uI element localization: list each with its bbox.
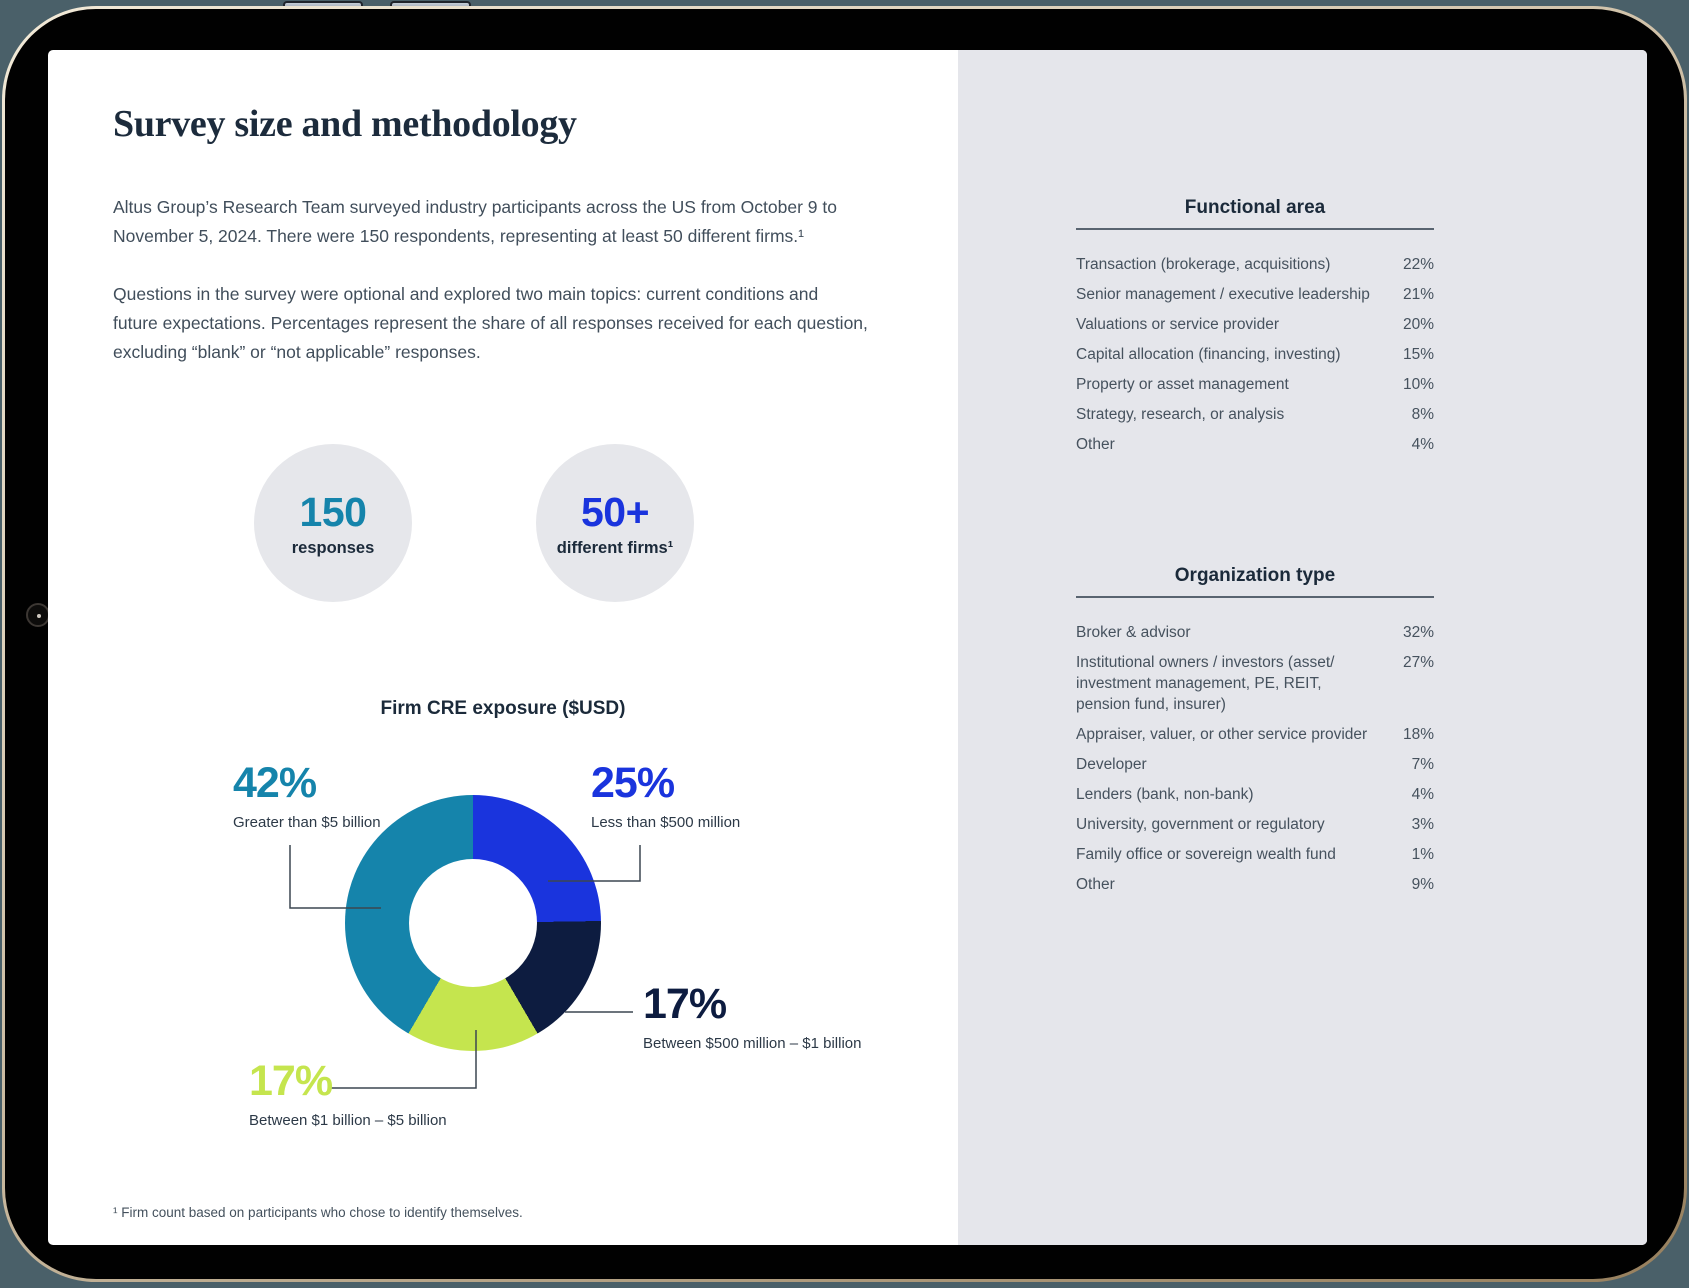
tablet-bezel: Survey size and methodology Altus Group’… xyxy=(5,9,1684,1279)
callout-label: Greater than $5 billion xyxy=(233,814,381,831)
table-row: Developer 7% xyxy=(1076,749,1434,779)
row-value: 4% xyxy=(1411,435,1434,453)
table-row: University, government or regulatory 3% xyxy=(1076,809,1434,839)
row-value: 27% xyxy=(1402,653,1434,671)
document-page: Survey size and methodology Altus Group’… xyxy=(48,50,1647,1245)
table-row: Other 9% xyxy=(1076,869,1434,899)
front-camera xyxy=(26,603,50,627)
callout-label: Between $500 million – $1 billion xyxy=(643,1035,862,1052)
table-row: Valuations or service provider 20% xyxy=(1076,309,1434,339)
callout-500m-1b: 17% Between $500 million – $1 billion xyxy=(643,980,862,1053)
table-row: Broker & advisor 32% xyxy=(1076,617,1434,647)
table-row: Senior management / executive leadership… xyxy=(1076,279,1434,309)
table-row: Family office or sovereign wealth fund 1… xyxy=(1076,839,1434,869)
stat-label: responses xyxy=(291,538,375,557)
row-label: Other xyxy=(1076,875,1115,893)
table-heading: Functional area xyxy=(1184,197,1326,218)
table-row: Transaction (brokerage, acquisitions) 22… xyxy=(1076,249,1434,279)
functional-area-table: Functional area Transaction (brokerage, … xyxy=(1076,197,1434,459)
callout-label: Less than $500 million xyxy=(591,814,741,831)
intro-paragraph-2: Questions in the survey were optional an… xyxy=(113,284,868,362)
row-label: Senior management / executive leadership xyxy=(1076,285,1370,303)
organization-type-table: Organization type Broker & advisor 32% I… xyxy=(1076,565,1434,899)
table-row: Lenders (bank, non-bank) 4% xyxy=(1076,779,1434,809)
sidebar-panel xyxy=(958,50,1647,1245)
page-title: Survey size and methodology xyxy=(113,103,577,145)
callout-greater-5b: 42% Greater than $5 billion xyxy=(233,759,381,832)
callout-percent: 25% xyxy=(591,759,675,807)
callout-1b-5b: 17% Between $1 billion – $5 billion xyxy=(249,1057,447,1130)
table-row: Strategy, research, or analysis 8% xyxy=(1076,399,1434,429)
table-row: Other 4% xyxy=(1076,429,1434,459)
table-row: Appraiser, valuer, or other service prov… xyxy=(1076,719,1434,749)
row-value: 15% xyxy=(1402,345,1434,363)
heading-rule xyxy=(1076,228,1434,230)
stat-value: 50+ xyxy=(580,488,650,535)
donut-hole xyxy=(409,859,537,987)
row-label: Developer xyxy=(1076,755,1147,773)
tablet-frame: Survey size and methodology Altus Group’… xyxy=(2,6,1687,1282)
callout-percent: 42% xyxy=(233,759,317,807)
row-value: 21% xyxy=(1402,285,1434,303)
row-label: Transaction (brokerage, acquisitions) xyxy=(1076,255,1331,273)
callout-label: Between $1 billion – $5 billion xyxy=(249,1112,447,1129)
chart-title: Firm CRE exposure ($USD) xyxy=(380,698,626,719)
row-value: 20% xyxy=(1402,315,1434,333)
row-value: 18% xyxy=(1402,725,1434,743)
callout-percent: 17% xyxy=(249,1057,333,1105)
row-value: 9% xyxy=(1411,875,1434,893)
row-value: 7% xyxy=(1411,755,1434,773)
row-value: 4% xyxy=(1411,785,1434,803)
row-value: 3% xyxy=(1411,815,1434,833)
stat-circle-responses: 150 responses xyxy=(254,444,412,602)
row-label: University, government or regulatory xyxy=(1076,815,1325,833)
row-value: 32% xyxy=(1402,623,1434,641)
row-value: 1% xyxy=(1411,845,1434,863)
row-value: 10% xyxy=(1402,375,1434,393)
row-label: Lenders (bank, non-bank) xyxy=(1076,785,1254,803)
footnote: ¹ Firm count based on participants who c… xyxy=(113,1205,523,1220)
stat-circle-firms: 50+ different firms¹ xyxy=(536,444,694,602)
callout-less-500m: 25% Less than $500 million xyxy=(591,759,741,832)
intro-paragraph-1: Altus Group’s Research Team surveyed ind… xyxy=(113,197,837,246)
row-label: Other xyxy=(1076,435,1115,453)
row-label: Institutional owners / investors (asset/… xyxy=(1076,653,1335,713)
table-row: Institutional owners / investors (asset/… xyxy=(1076,647,1434,719)
table-row: Capital allocation (financing, investing… xyxy=(1076,339,1434,369)
row-label: Appraiser, valuer, or other service prov… xyxy=(1076,725,1368,743)
row-value: 22% xyxy=(1402,255,1434,273)
stat-value: 150 xyxy=(299,488,367,535)
row-label: Strategy, research, or analysis xyxy=(1076,405,1285,423)
table-row: Property or asset management 10% xyxy=(1076,369,1434,399)
stat-label: different firms¹ xyxy=(556,538,674,557)
table-heading: Organization type xyxy=(1174,565,1336,586)
row-label: Capital allocation (financing, investing… xyxy=(1076,345,1341,363)
row-label: Broker & advisor xyxy=(1076,623,1191,641)
callout-percent: 17% xyxy=(643,980,727,1028)
row-label: Family office or sovereign wealth fund xyxy=(1076,845,1336,863)
row-label: Property or asset management xyxy=(1076,375,1289,393)
table-rows: Transaction (brokerage, acquisitions) 22… xyxy=(1076,249,1434,459)
row-label: Valuations or service provider xyxy=(1076,315,1280,333)
table-rows: Broker & advisor 32% Institutional owner… xyxy=(1076,617,1434,899)
row-value: 8% xyxy=(1411,405,1434,423)
heading-rule xyxy=(1076,596,1434,598)
